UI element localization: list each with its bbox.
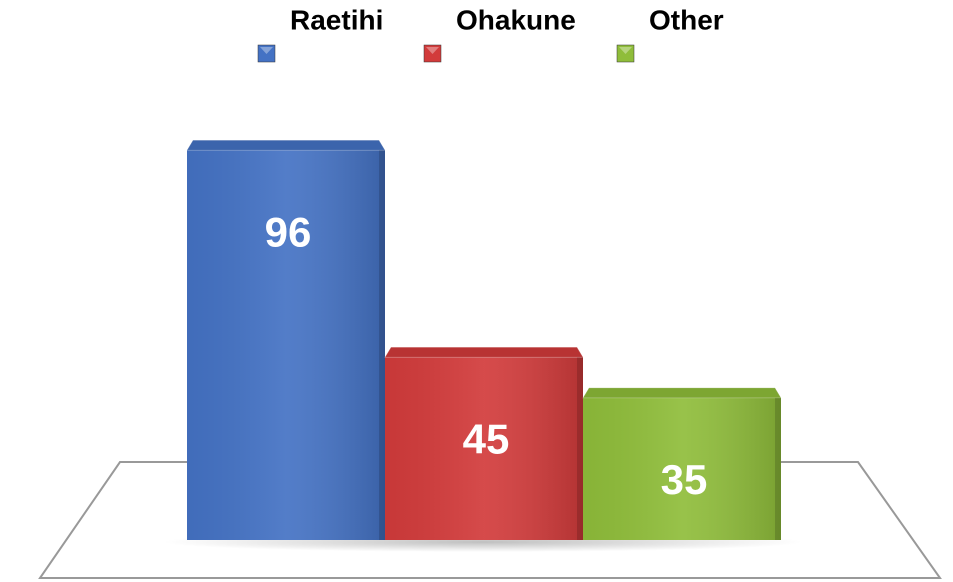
- bar-shade: [187, 150, 385, 541]
- legend-text: Raetihi: [290, 4, 383, 35]
- bar-top: [384, 346, 584, 358]
- legend-text: Other: [649, 4, 724, 35]
- bar-shade: [583, 397, 781, 540]
- bar-top: [186, 139, 386, 151]
- bar-edge: [577, 357, 583, 540]
- legend-swatch-bevel: [426, 47, 439, 54]
- bar-top-hl: [583, 387, 781, 398]
- value-label: 45: [463, 415, 510, 462]
- legend-swatch: [257, 44, 276, 63]
- legend-swatch-bevel: [619, 47, 632, 54]
- legend-swatch: [616, 44, 635, 63]
- legend-swatch: [423, 44, 442, 63]
- bar-top-hl: [385, 347, 583, 358]
- bar-edge: [379, 150, 385, 541]
- bar-shade: [385, 357, 583, 540]
- bar-top-hl: [187, 140, 385, 151]
- bar-edge: [775, 397, 781, 540]
- value-label: 96: [265, 208, 312, 255]
- bar-top: [582, 387, 782, 399]
- legend-text: Ohakune: [456, 4, 576, 35]
- legend-swatch-bevel: [260, 47, 273, 54]
- value-label: 35: [661, 456, 708, 503]
